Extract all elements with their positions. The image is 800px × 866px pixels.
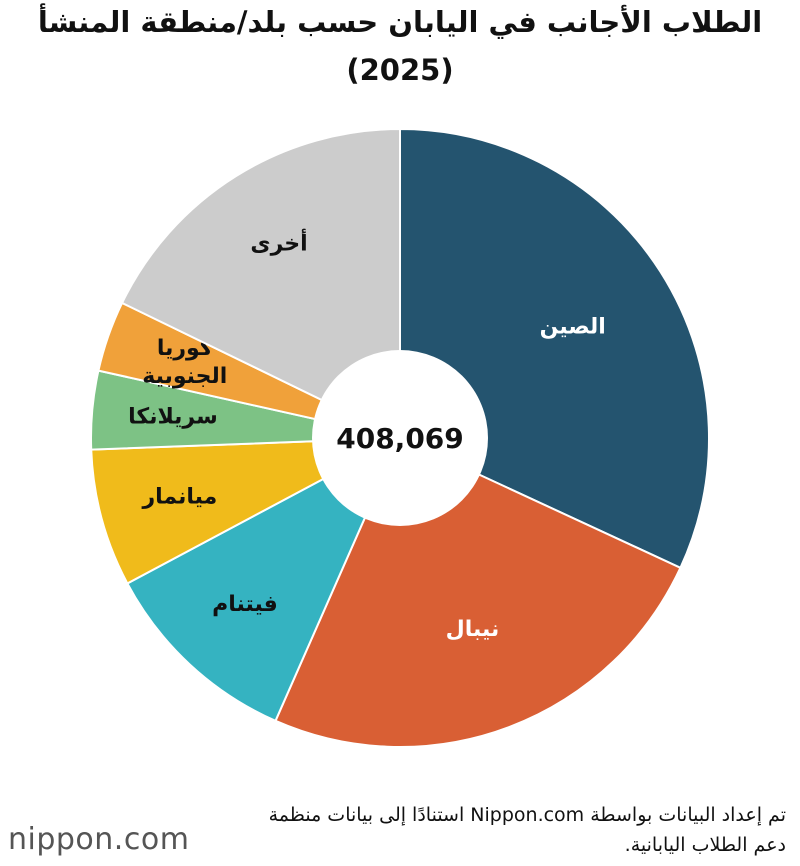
slice-label: الصين — [540, 315, 606, 340]
center-label: 408,069 — [336, 422, 464, 455]
slice-label: ميانمار — [141, 484, 217, 509]
slice-label: سريلانكا — [128, 404, 218, 429]
source-note: تم إعداد البيانات بواسطة Nippon.com استن… — [268, 804, 786, 856]
slice-label: فيتنام — [212, 592, 278, 617]
slice — [120, 127, 401, 440]
slice-label: نيبال — [446, 617, 500, 642]
logo: nippon.com — [8, 822, 190, 857]
slice-label: أخرى — [250, 228, 307, 257]
chart-title: الطلاب الأجانب في اليابان حسب بلد/منطقة … — [38, 3, 762, 39]
slice-label: كوريا الجنوبية — [142, 336, 227, 389]
slice — [126, 435, 403, 723]
chart-subtitle: (2025) — [346, 53, 453, 87]
chart: الطلاب الأجانب في اليابان حسب بلد/منطقة … — [38, 3, 762, 748]
donut-hole — [312, 350, 488, 526]
